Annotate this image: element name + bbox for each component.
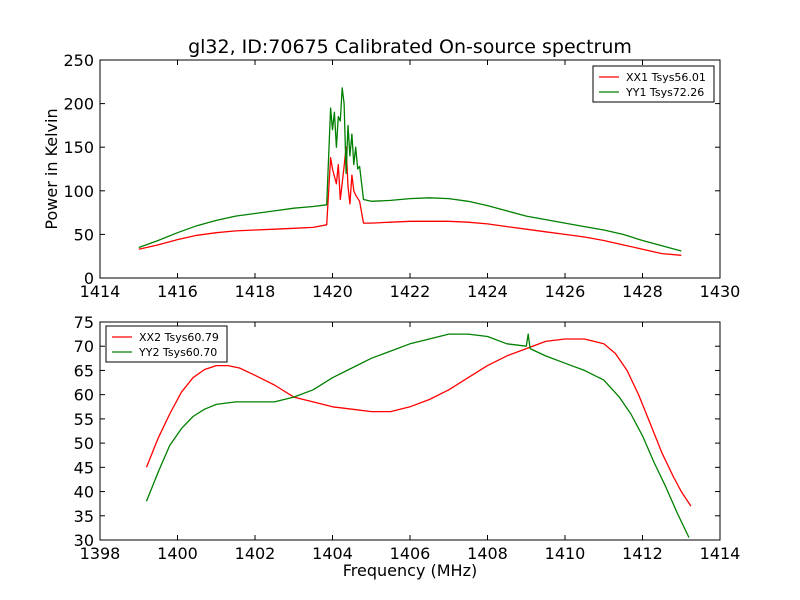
x-tick-label: 1410 <box>545 544 586 563</box>
y-tick-label: 30 <box>74 531 94 550</box>
x-tick-label: 1420 <box>312 282 353 301</box>
legend: XX1 Tsys56.01 YY1 Tsys72.26 <box>592 65 715 103</box>
y-tick-label: 75 <box>74 313 94 332</box>
y-tick-label: 50 <box>74 225 94 244</box>
series-line-1 <box>138 146 682 256</box>
y-tick-label: 55 <box>74 410 94 429</box>
x-tick-label: 1400 <box>157 544 198 563</box>
top-panel: 1414 1416 1418 1420 1422 1424 1426 1428 1430 0 50 1… <box>42 51 740 301</box>
bottom-panel: 1398 1400 1402 1404 1406 1408 1410 1412 1414 30 35… <box>74 313 741 580</box>
y-tick-label: 70 <box>74 337 94 356</box>
y-tick-label: 45 <box>74 458 94 477</box>
legend: XX2 Tsys60.79 YY2 Tsys60.70 <box>105 325 228 363</box>
x-tick-label: 1404 <box>312 544 353 563</box>
x-tick-label: 1430 <box>700 282 741 301</box>
x-tick-label: 1414 <box>700 544 741 563</box>
y-tick-label: 250 <box>63 51 94 70</box>
x-tick-label: 1424 <box>467 282 508 301</box>
series-line-2 <box>138 87 682 252</box>
x-tick-label: 1408 <box>467 544 508 563</box>
x-tick-label: 1414 <box>80 282 121 301</box>
x-tick-label: 1412 <box>622 544 663 563</box>
y-tick-label: 150 <box>63 138 94 157</box>
x-axis-label: Frequency (MHz) <box>343 561 477 580</box>
series-line-2 <box>145 333 690 538</box>
x-tick-label: 1402 <box>235 544 276 563</box>
legend-label: YY2 Tsys60.70 <box>138 346 217 359</box>
y-tick-label: 65 <box>74 361 94 380</box>
y-tick-label: 60 <box>74 386 94 405</box>
x-tick-label: 1426 <box>545 282 586 301</box>
x-tick-label: 1398 <box>80 544 121 563</box>
series-line-1 <box>145 338 692 507</box>
y-axis-label: Power in Kelvin <box>42 108 61 229</box>
y-tick-label: 50 <box>74 434 94 453</box>
chart-title: gl32, ID:70675 Calibrated On-source spec… <box>188 36 632 58</box>
legend-box <box>105 325 228 363</box>
y-tick-label: 35 <box>74 507 94 526</box>
x-tick-label: 1428 <box>622 282 663 301</box>
legend-label: XX1 Tsys56.01 <box>626 71 706 84</box>
y-tick-label: 100 <box>63 182 94 201</box>
x-tick-label: 1406 <box>390 544 431 563</box>
x-tick-label: 1416 <box>157 282 198 301</box>
y-tick-label: 200 <box>63 95 94 114</box>
y-tick-label: 0 <box>84 269 94 288</box>
legend-box <box>592 65 715 103</box>
y-tick-label: 40 <box>74 483 94 502</box>
legend-label: XX2 Tsys60.79 <box>139 331 219 344</box>
x-tick-label: 1422 <box>390 282 431 301</box>
legend-label: YY1 Tsys72.26 <box>625 86 704 99</box>
x-tick-label: 1418 <box>235 282 276 301</box>
